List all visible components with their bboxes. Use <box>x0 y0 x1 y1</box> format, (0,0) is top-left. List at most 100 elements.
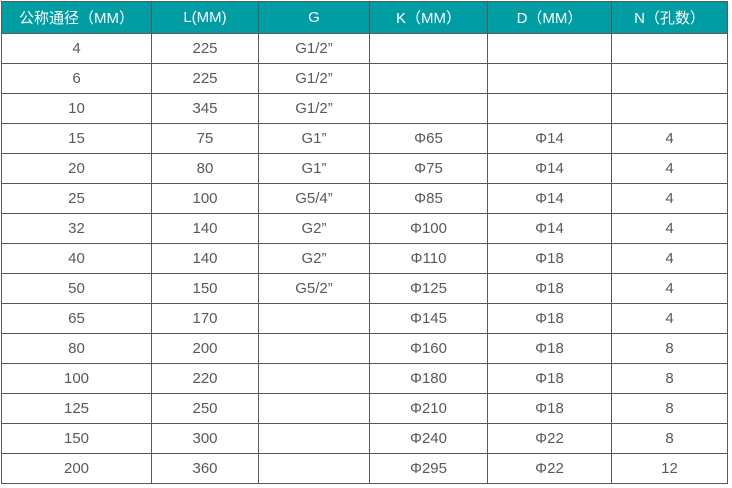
table-cell: 225 <box>151 33 259 64</box>
table-cell: G5/4” <box>258 183 370 214</box>
table-cell: 80 <box>151 153 259 184</box>
table-cell: Φ75 <box>369 153 488 184</box>
table-cell <box>487 93 612 124</box>
table-cell: Φ14 <box>487 123 612 154</box>
table-cell: 15 <box>1 123 152 154</box>
table-cell: 20 <box>1 153 152 184</box>
table-cell <box>369 33 488 64</box>
table-cell: Φ14 <box>487 153 612 184</box>
table-cell: 140 <box>151 213 259 244</box>
table-row: 6 225 G1/2” <box>1 63 728 94</box>
table-row: 15 75 G1” Φ65 Φ14 4 <box>1 123 728 154</box>
table-cell: 250 <box>151 393 259 424</box>
table-cell: G2” <box>258 243 370 274</box>
table-cell <box>369 63 488 94</box>
table-cell: 200 <box>1 453 152 484</box>
table-cell: Φ14 <box>487 213 612 244</box>
table-cell: 50 <box>1 273 152 304</box>
table-cell: 170 <box>151 303 259 334</box>
column-header: D（MM） <box>487 1 612 34</box>
table-row: 200 360 Φ295 Φ22 12 <box>1 453 728 484</box>
table-cell: Φ18 <box>487 243 612 274</box>
table-cell: 100 <box>151 183 259 214</box>
table-cell: Φ22 <box>487 423 612 454</box>
table-cell <box>487 63 612 94</box>
table-cell: 8 <box>611 423 728 454</box>
table-row: 150 300 Φ240 Φ22 8 <box>1 423 728 454</box>
table-cell <box>487 33 612 64</box>
table-cell: Φ18 <box>487 363 612 394</box>
table-cell: 4 <box>611 303 728 334</box>
table-cell: Φ160 <box>369 333 488 364</box>
table-cell: G1/2” <box>258 93 370 124</box>
table-row: 80 200 Φ160 Φ18 8 <box>1 333 728 364</box>
table-cell: 345 <box>151 93 259 124</box>
table-row: 25 100 G5/4” Φ85 Φ14 4 <box>1 183 728 214</box>
table-cell: G1/2” <box>258 63 370 94</box>
table-header-row: 公称通径（MM） L(MM) G K（MM） D（MM） N（孔数） <box>1 1 728 34</box>
column-header: 公称通径（MM） <box>1 1 152 34</box>
table-cell: 65 <box>1 303 152 334</box>
table-cell <box>258 423 370 454</box>
table-cell: G1/2” <box>258 33 370 64</box>
table-cell: Φ110 <box>369 243 488 274</box>
table-row: 20 80 G1” Φ75 Φ14 4 <box>1 153 728 184</box>
table-row: 125 250 Φ210 Φ18 8 <box>1 393 728 424</box>
table-cell: 100 <box>1 363 152 394</box>
table-cell: 40 <box>1 243 152 274</box>
table-cell: Φ18 <box>487 393 612 424</box>
table-cell: G1” <box>258 123 370 154</box>
table-cell: 4 <box>611 243 728 274</box>
table-cell: 4 <box>611 123 728 154</box>
table-cell: Φ180 <box>369 363 488 394</box>
table-cell: Φ22 <box>487 453 612 484</box>
table-cell: 140 <box>151 243 259 274</box>
table-cell: 75 <box>151 123 259 154</box>
table-cell: Φ240 <box>369 423 488 454</box>
table-cell <box>611 93 728 124</box>
table-cell: 150 <box>1 423 152 454</box>
table-cell <box>258 363 370 394</box>
table-cell: Φ18 <box>487 333 612 364</box>
table-cell: Φ65 <box>369 123 488 154</box>
table-cell: 125 <box>1 393 152 424</box>
table-cell <box>369 93 488 124</box>
table-cell: 25 <box>1 183 152 214</box>
table-cell: G5/2” <box>258 273 370 304</box>
table-cell: 8 <box>611 363 728 394</box>
table-cell: 32 <box>1 213 152 244</box>
table-cell <box>258 333 370 364</box>
table-cell: G2” <box>258 213 370 244</box>
table-row: 50 150 G5/2” Φ125 Φ18 4 <box>1 273 728 304</box>
table-cell: 150 <box>151 273 259 304</box>
table-cell <box>258 303 370 334</box>
table-row: 4 225 G1/2” <box>1 33 728 64</box>
table-row: 100 220 Φ180 Φ18 8 <box>1 363 728 394</box>
table-cell: 360 <box>151 453 259 484</box>
column-header: N（孔数） <box>611 1 728 34</box>
table-cell: 4 <box>611 183 728 214</box>
table-cell: 4 <box>611 213 728 244</box>
table-cell <box>611 63 728 94</box>
table-cell: 6 <box>1 63 152 94</box>
table-row: 40 140 G2” Φ110 Φ18 4 <box>1 243 728 274</box>
table-cell: 80 <box>1 333 152 364</box>
table-cell: 8 <box>611 333 728 364</box>
table-cell <box>611 33 728 64</box>
table-cell: 8 <box>611 393 728 424</box>
table-cell: 300 <box>151 423 259 454</box>
table-row: 65 170 Φ145 Φ18 4 <box>1 303 728 334</box>
table-cell: 10 <box>1 93 152 124</box>
table-cell: Φ210 <box>369 393 488 424</box>
table-cell: 200 <box>151 333 259 364</box>
table-cell: 220 <box>151 363 259 394</box>
table-cell: Φ100 <box>369 213 488 244</box>
table-cell: G1” <box>258 153 370 184</box>
table-cell: Φ14 <box>487 183 612 214</box>
table-cell: Φ125 <box>369 273 488 304</box>
table-cell: Φ295 <box>369 453 488 484</box>
table-cell: Φ85 <box>369 183 488 214</box>
table-cell: 225 <box>151 63 259 94</box>
column-header: G <box>258 1 370 34</box>
